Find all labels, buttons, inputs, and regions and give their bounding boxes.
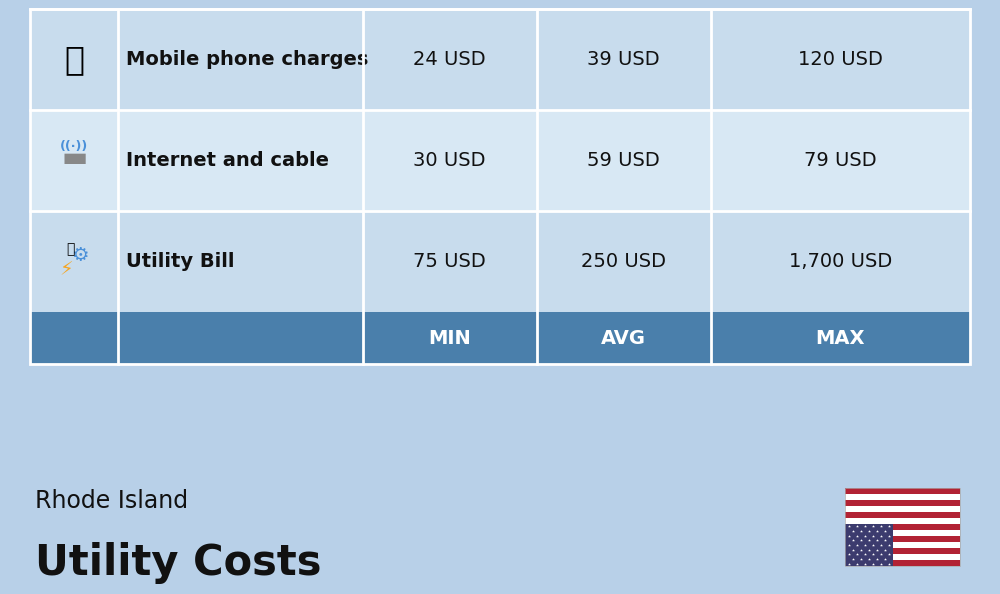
Text: 75 USD: 75 USD <box>413 252 486 271</box>
Bar <box>845 494 960 500</box>
Bar <box>845 560 960 566</box>
Bar <box>845 554 960 560</box>
Text: 24 USD: 24 USD <box>413 50 486 69</box>
Text: ((·)): ((·)) <box>60 140 88 153</box>
Text: 1,700 USD: 1,700 USD <box>789 252 892 271</box>
Bar <box>845 524 960 530</box>
Bar <box>845 488 960 566</box>
Text: MIN: MIN <box>428 328 471 347</box>
Text: Mobile phone charges: Mobile phone charges <box>126 50 369 69</box>
Bar <box>845 536 960 542</box>
Text: AVG: AVG <box>601 328 646 347</box>
Text: 250 USD: 250 USD <box>581 252 666 271</box>
Bar <box>845 512 960 518</box>
Bar <box>845 506 960 512</box>
Bar <box>845 548 960 554</box>
Text: 39 USD: 39 USD <box>587 50 660 69</box>
Text: 59 USD: 59 USD <box>587 151 660 170</box>
Bar <box>845 530 960 536</box>
Text: ⚡: ⚡ <box>59 260 73 279</box>
Text: Rhode Island: Rhode Island <box>35 489 188 513</box>
Text: Internet and cable: Internet and cable <box>126 151 329 170</box>
Text: ⚙: ⚙ <box>71 246 89 265</box>
Bar <box>30 110 970 211</box>
Text: 📦: 📦 <box>66 242 74 257</box>
Bar <box>30 9 970 110</box>
Text: 79 USD: 79 USD <box>804 151 877 170</box>
Bar <box>30 312 970 364</box>
Text: 📱: 📱 <box>64 43 84 76</box>
Text: Utility Costs: Utility Costs <box>35 542 322 584</box>
Text: 30 USD: 30 USD <box>413 151 486 170</box>
Bar <box>845 488 960 494</box>
Text: ▬: ▬ <box>61 144 87 172</box>
Bar <box>845 542 960 548</box>
Bar <box>845 500 960 506</box>
Bar <box>30 211 970 312</box>
Bar <box>845 518 960 524</box>
Text: Utility Bill: Utility Bill <box>126 252 235 271</box>
Text: MAX: MAX <box>816 328 865 347</box>
Text: 120 USD: 120 USD <box>798 50 883 69</box>
Bar <box>845 524 893 566</box>
Bar <box>30 9 970 364</box>
